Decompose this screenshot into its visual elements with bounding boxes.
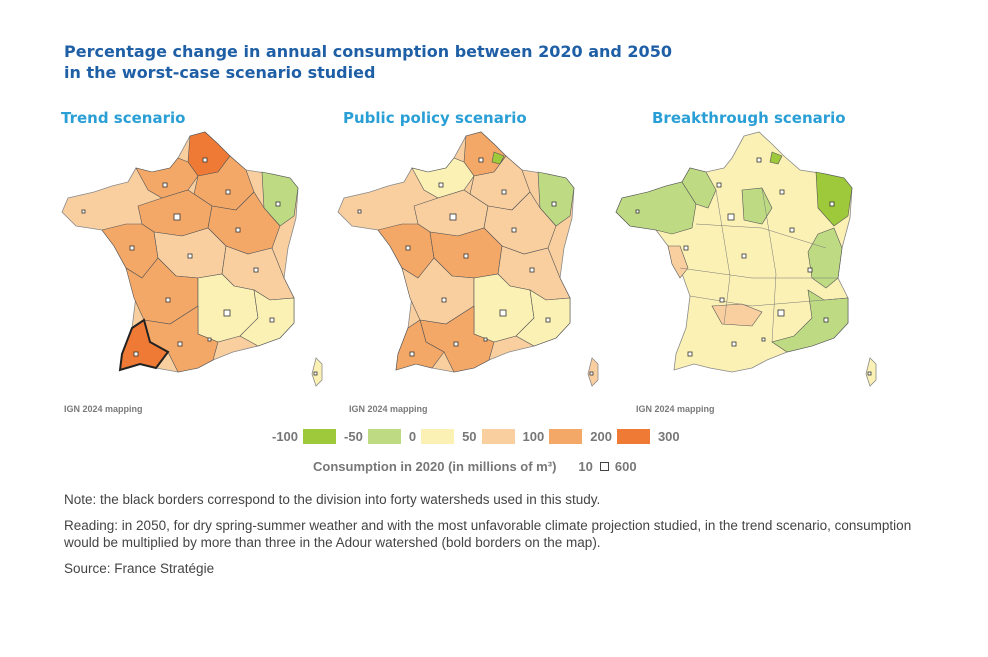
source-text: Source: France Stratégie <box>64 561 215 576</box>
notes: Note: the black borders correspond to th… <box>64 491 934 586</box>
consumption-min: 10 <box>578 459 593 474</box>
legend-label-1: -50 <box>344 428 363 444</box>
legend-label-5: 200 <box>590 428 612 444</box>
legend-swatch-5 <box>616 428 650 444</box>
consumption-max: 600 <box>614 459 637 474</box>
legend-swatch-4 <box>549 428 583 444</box>
reading-text: Reading: in 2050, for dry spring-summer … <box>64 518 912 550</box>
title-line-2: in the worst-case scenario studied <box>64 63 376 82</box>
square-marker-icon <box>599 462 609 471</box>
region-adour <box>118 318 170 372</box>
legend-label-3: 50 <box>462 428 477 444</box>
chart-title: Percentage change in annual consumption … <box>64 41 672 83</box>
title-line-1: Percentage change in annual consumption … <box>64 42 672 61</box>
note-text: Note: the black borders correspond to th… <box>64 492 601 507</box>
legend-swatch-0 <box>303 428 337 444</box>
legend-label-2: 0 <box>408 428 417 444</box>
consumption-label: Consumption in 2020 (in millions of m³) <box>313 459 557 474</box>
legend-swatch-1 <box>367 428 401 444</box>
legend-label-4: 100 <box>522 428 545 444</box>
map-title-breakthrough: Breakthrough scenario <box>652 109 846 127</box>
map-public-policy <box>337 131 599 387</box>
map-title-public-policy: Public policy scenario <box>343 109 527 127</box>
legend-swatch-3 <box>481 428 515 444</box>
map-breakthrough <box>615 131 877 387</box>
color-legend: -100 -50 0 50 100 200 300 <box>272 428 685 444</box>
credit-breakthrough: IGN 2024 mapping <box>636 404 715 414</box>
legend-label-0: -100 <box>272 428 299 444</box>
map-trend <box>61 131 323 387</box>
credit-trend: IGN 2024 mapping <box>64 404 143 414</box>
legend-swatch-2 <box>421 428 455 444</box>
map-title-trend: Trend scenario <box>61 109 186 127</box>
legend-label-6: 300 <box>657 428 680 444</box>
credit-public-policy: IGN 2024 mapping <box>349 404 428 414</box>
consumption-legend: Consumption in 2020 (in millions of m³) … <box>313 459 637 474</box>
